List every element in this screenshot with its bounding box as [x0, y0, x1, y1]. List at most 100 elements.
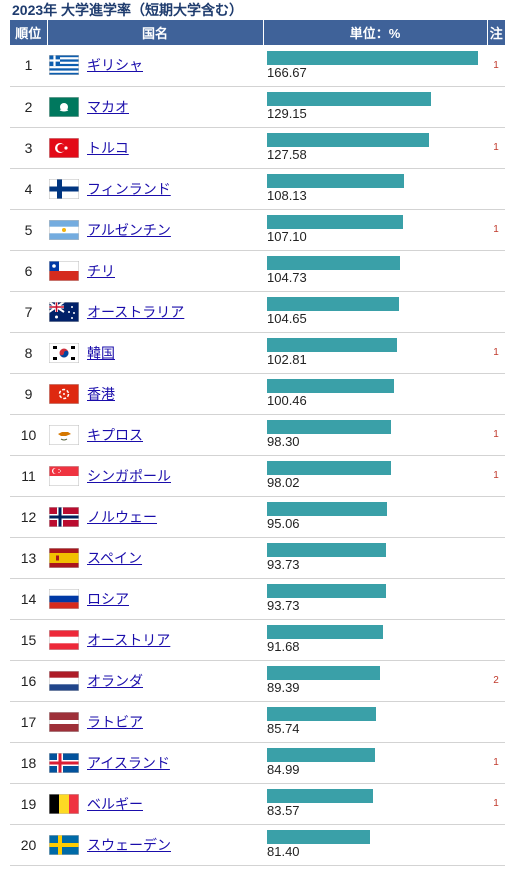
rank-cell: 1 [10, 45, 47, 87]
note-cell [487, 373, 505, 415]
turkey-flag-icon [49, 137, 79, 158]
rank-header: 順位 [10, 20, 48, 45]
note-cell [487, 86, 505, 128]
value-bar [267, 789, 373, 803]
note-cell: 1 [487, 209, 505, 251]
country-link[interactable]: シンガポール [87, 467, 171, 484]
country-cell: ノルウェー [47, 496, 263, 538]
finland-flag-icon [49, 178, 79, 199]
country-cell: マカオ [47, 86, 263, 128]
value-bar [267, 174, 404, 188]
country-link[interactable]: オーストラリア [87, 303, 185, 320]
sweden-flag-icon [49, 834, 79, 855]
country-link[interactable]: ロシア [87, 590, 129, 607]
country-cell: 香港 [47, 373, 263, 415]
value-cell: 129.15 [263, 86, 487, 128]
table-row: 5 アルゼンチン 107.10 1 [10, 209, 505, 251]
value-cell: 100.46 [263, 373, 487, 415]
value-bar [267, 133, 429, 147]
value-label: 98.30 [267, 434, 300, 449]
value-bar [267, 830, 370, 844]
country-link[interactable]: スペイン [87, 549, 143, 566]
value-label: 95.06 [267, 516, 300, 531]
value-bar [267, 92, 431, 106]
value-bar [267, 748, 375, 762]
country-cell: スウェーデン [47, 824, 263, 866]
country-link[interactable]: トルコ [87, 139, 129, 156]
norway-flag-icon [49, 506, 79, 527]
rank-cell: 9 [10, 373, 47, 415]
value-bar [267, 50, 478, 65]
country-link[interactable]: ノルウェー [87, 508, 157, 525]
table-row: 16 オランダ 89.39 2 [10, 660, 505, 702]
value-label: 100.46 [267, 393, 307, 408]
rank-cell: 5 [10, 209, 47, 251]
note-cell: 1 [487, 45, 505, 87]
country-cell: ギリシャ [47, 45, 263, 87]
value-label: 107.10 [267, 229, 307, 244]
country-cell: フィンランド [47, 168, 263, 210]
rank-cell: 7 [10, 291, 47, 333]
table-row: 8 韓国 102.81 1 [10, 332, 505, 374]
rank-cell: 14 [10, 578, 47, 620]
note-header: 注 [487, 20, 505, 45]
country-link[interactable]: アイスランド [87, 754, 170, 771]
south-korea-flag-icon [49, 342, 79, 363]
note-cell: 1 [487, 332, 505, 374]
country-link[interactable]: オーストリア [87, 631, 171, 648]
table-body: 1 ギリシャ 166.67 1 2 マカオ 129.15 3 トルコ 127.58 1 4 フィンランド… [10, 45, 505, 866]
country-link[interactable]: 香港 [87, 385, 115, 402]
spain-flag-icon [49, 547, 79, 568]
rank-cell: 18 [10, 742, 47, 784]
ranking-table: 順位 国名 単位：% 注 1 ギリシャ 166.67 1 2 マカオ 129.15 3 トルコ 1… [10, 20, 505, 866]
page-title: 2023年 大学進学率（短期大学含む） [12, 2, 244, 18]
country-link[interactable]: フィンランド [87, 180, 171, 197]
note-cell: 1 [487, 455, 505, 497]
value-label: 93.73 [267, 598, 300, 613]
note-cell [487, 619, 505, 661]
value-bar [267, 502, 387, 516]
australia-flag-icon [49, 301, 79, 322]
country-cell: オーストラリア [47, 291, 263, 333]
value-bar [267, 543, 386, 557]
value-label: 84.99 [267, 762, 300, 777]
value-cell: 93.73 [263, 578, 487, 620]
value-cell: 104.73 [263, 250, 487, 292]
belgium-flag-icon [49, 793, 79, 814]
value-cell: 85.74 [263, 701, 487, 743]
rank-cell: 17 [10, 701, 47, 743]
value-bar [267, 379, 394, 393]
country-link[interactable]: アルゼンチン [87, 221, 171, 238]
argentina-flag-icon [49, 219, 79, 240]
rank-cell: 13 [10, 537, 47, 579]
note-cell [487, 701, 505, 743]
country-link[interactable]: キプロス [87, 426, 143, 443]
rank-cell: 15 [10, 619, 47, 661]
rank-cell: 16 [10, 660, 47, 702]
country-link[interactable]: スウェーデン [87, 836, 171, 853]
country-link[interactable]: ベルギー [87, 795, 143, 812]
rank-cell: 4 [10, 168, 47, 210]
country-link[interactable]: チリ [87, 262, 115, 279]
value-cell: 89.39 [263, 660, 487, 702]
value-cell: 98.02 [263, 455, 487, 497]
value-label: 108.13 [267, 188, 307, 203]
country-link[interactable]: マカオ [87, 98, 129, 115]
greece-flag-icon [49, 55, 79, 76]
value-label: 89.39 [267, 680, 300, 695]
country-link[interactable]: 韓国 [87, 344, 115, 361]
rank-cell: 10 [10, 414, 47, 456]
table-header-row: 順位 国名 単位：% 注 [10, 20, 505, 45]
table-row: 3 トルコ 127.58 1 [10, 127, 505, 169]
country-link[interactable]: オランダ [87, 672, 143, 689]
table-row: 13 スペイン 93.73 [10, 537, 505, 579]
country-link[interactable]: ラトビア [87, 713, 143, 730]
rank-cell: 11 [10, 455, 47, 497]
country-cell: オーストリア [47, 619, 263, 661]
rank-cell: 6 [10, 250, 47, 292]
table-row: 17 ラトビア 85.74 [10, 701, 505, 743]
country-cell: ラトビア [47, 701, 263, 743]
country-cell: ロシア [47, 578, 263, 620]
country-link[interactable]: ギリシャ [87, 57, 143, 74]
note-cell: 1 [487, 783, 505, 825]
